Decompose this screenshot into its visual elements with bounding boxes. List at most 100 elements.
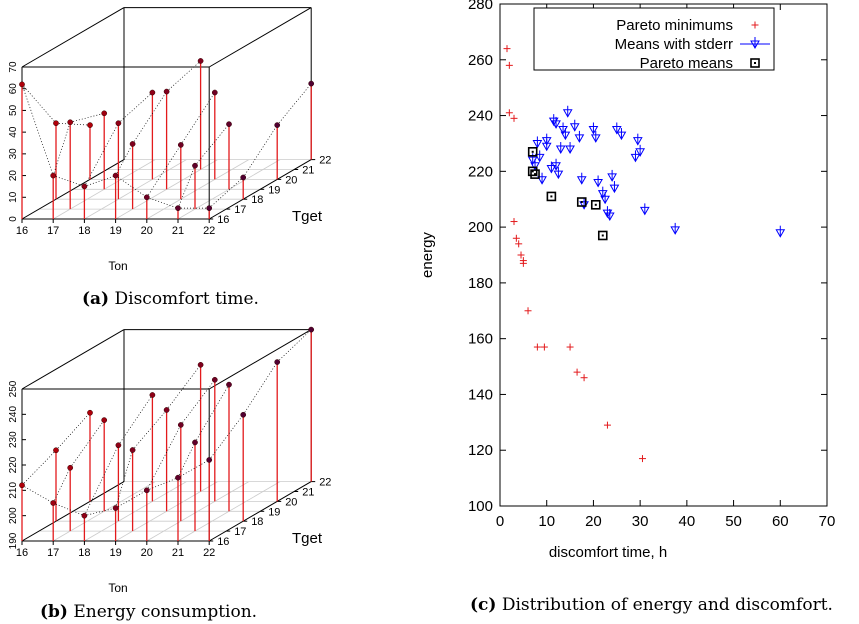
y-tick-label: 140 (468, 386, 493, 403)
y-tick-label: 100 (468, 498, 493, 515)
y-tick-label: 17 (234, 526, 246, 538)
series-point (565, 142, 575, 155)
series-point (546, 161, 557, 174)
surface-mesh (21, 484, 54, 504)
x-tick-label: 17 (47, 547, 59, 559)
z-tick-label: 40 (8, 126, 19, 138)
data-point (87, 122, 93, 128)
data-point (163, 88, 170, 95)
z-tick-label: 0 (8, 216, 19, 222)
data-point (129, 141, 136, 147)
z-tick-label: 30 (8, 148, 19, 160)
data-point (197, 361, 204, 368)
x-tick-label: 70 (819, 513, 836, 530)
series-point (609, 181, 620, 194)
surface-mesh (115, 175, 147, 198)
data-point (67, 464, 74, 471)
data-point (81, 512, 88, 519)
x-tick-label: 16 (16, 225, 28, 237)
y-tick-label: 18 (251, 194, 263, 206)
data-point (50, 172, 57, 179)
surface-mesh (21, 84, 57, 124)
x-tick-label: 19 (109, 547, 121, 559)
series-point (590, 130, 601, 143)
data-point (129, 447, 136, 453)
z-tick-label: 220 (8, 456, 19, 473)
series-point (588, 122, 599, 135)
series-point (510, 218, 518, 226)
caption-a-text: Discomfort time. (109, 289, 259, 309)
series-point (512, 234, 520, 242)
data-point (67, 119, 74, 126)
x-tick-label: 17 (47, 225, 59, 237)
y-tick-label: 22 (319, 155, 331, 167)
data-point (175, 205, 181, 211)
legend-label: Pareto minimums (616, 17, 733, 34)
caption-c: (c) Distribution of energy and discomfor… (470, 595, 833, 615)
series-point (638, 455, 646, 463)
surface-mesh (115, 449, 133, 509)
surface-mesh (276, 329, 312, 363)
legend-marker (751, 21, 759, 29)
surface-mesh (194, 384, 230, 443)
legend-box (533, 7, 775, 71)
x-tick-label: 21 (172, 225, 184, 237)
series-point (546, 191, 557, 202)
series-point (579, 197, 589, 210)
surface-mesh (146, 196, 179, 209)
y-tick-label: 16 (217, 214, 229, 226)
surface-mesh (166, 60, 201, 92)
box-edge (208, 7, 312, 68)
data-point (192, 439, 198, 446)
surface-mesh (177, 442, 196, 478)
caption-b-text: Energy consumption. (68, 602, 257, 622)
series-point (551, 158, 561, 171)
chart-c: 0 10 20 30 40 50 60 70 100 120 140 160 180 200 220 240 2… (468, 0, 835, 530)
series-point (533, 343, 541, 351)
data-point (226, 381, 232, 388)
chart-b-xlabel: Ton (108, 581, 127, 595)
surface-mesh (146, 424, 182, 491)
series-point (527, 166, 538, 177)
series-point (607, 169, 617, 182)
series-point (573, 368, 581, 376)
z-tick-label: 190 (8, 532, 19, 549)
series-point (537, 172, 547, 185)
data-point (87, 409, 93, 416)
surface-mesh (180, 379, 216, 426)
series-point (540, 343, 548, 351)
chart-a-ylabel: Tget (292, 208, 323, 225)
y-tick-label: 21 (302, 487, 314, 499)
series-point (515, 240, 523, 248)
series-point (600, 192, 610, 205)
data-point (308, 326, 315, 333)
x-tick-label: 22 (203, 225, 215, 237)
y-tick-label: 16 (217, 536, 229, 548)
y-tick-label: 240 (468, 108, 493, 125)
series-point (580, 374, 588, 382)
chart-b: 16 17 18 19 20 21 2216171819202122190200210220… (8, 326, 331, 559)
series-point (551, 116, 561, 129)
data-point (308, 80, 315, 87)
surface-mesh (118, 394, 153, 446)
data-point (206, 457, 213, 463)
z-tick-label: 250 (8, 380, 19, 397)
x-tick-label: 60 (772, 513, 789, 530)
data-point (274, 359, 281, 365)
series-point (505, 109, 513, 117)
z-tick-label: 210 (8, 482, 19, 499)
surface-mesh (55, 412, 91, 451)
data-point (211, 89, 218, 96)
y-tick-label: 280 (468, 0, 493, 13)
legend-label: Pareto means (640, 55, 733, 72)
surface-mesh (132, 409, 167, 451)
data-point (115, 120, 122, 127)
chart-c-ylabel: energy (419, 232, 436, 278)
series-point (534, 150, 545, 163)
data-point (177, 142, 184, 148)
y-tick-label: 19 (268, 506, 280, 518)
y-tick-label: 220 (468, 163, 493, 180)
data-point (149, 89, 156, 96)
x-tick-label: 18 (78, 225, 90, 237)
box-edge (21, 329, 125, 390)
